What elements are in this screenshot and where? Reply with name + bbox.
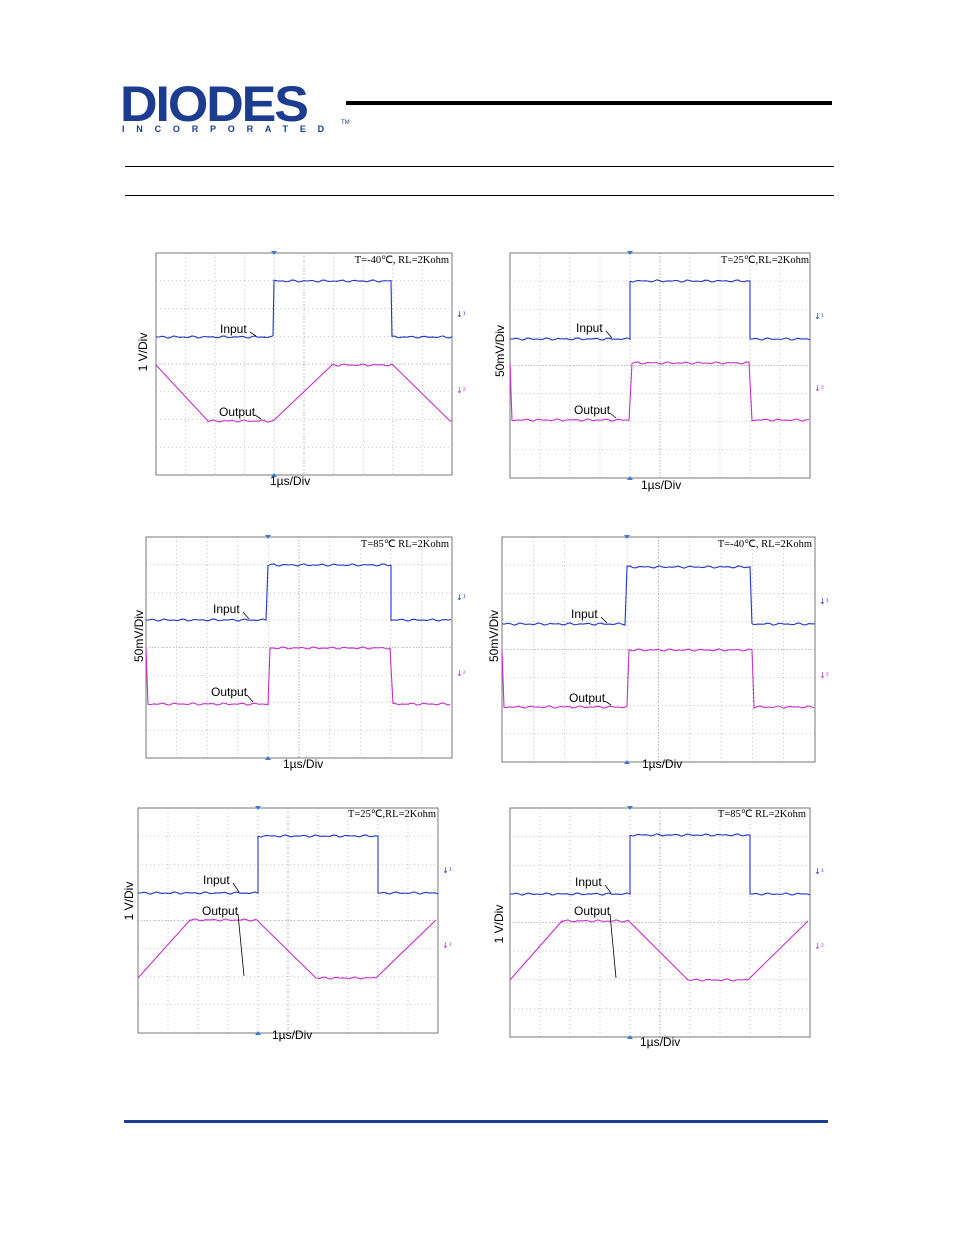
condition-label: T=85℃ RL=2Kohm <box>360 539 449 550</box>
output-label-leader <box>604 700 612 706</box>
condition-label: T=25℃,RL=2Kohm <box>347 809 436 820</box>
output-label: Output <box>574 403 611 417</box>
input-label-leader <box>600 616 608 624</box>
output-label-leader <box>254 414 262 420</box>
output-trace <box>137 918 437 980</box>
header-bar <box>346 101 832 105</box>
channel-1-marker: ↓¹ <box>456 310 466 319</box>
channel-2-marker: ↓² <box>814 942 824 951</box>
trigger-marker-top <box>624 535 630 539</box>
x-axis-label: 1µs/Div <box>272 1028 313 1042</box>
output-trace <box>509 361 810 422</box>
trigger-marker-bottom <box>271 473 277 477</box>
output-trace <box>501 648 815 709</box>
scope-plot: ↓¹ ↓² <box>145 535 466 760</box>
channel-1-marker: ↓¹ <box>819 597 829 606</box>
channel-1-marker: ↓¹ <box>814 312 824 321</box>
channel-2-marker: ↓² <box>814 384 824 393</box>
input-trace <box>510 833 811 896</box>
scope-plot: ↓¹ ↓² <box>501 535 829 764</box>
x-axis-label: 1µs/Div <box>642 757 683 771</box>
x-axis-label: 1µs/Div <box>270 474 311 488</box>
channel-1-marker: ↓¹ <box>456 593 466 602</box>
y-axis-label: 1 V/Div <box>492 904 506 944</box>
condition-label: T=-40℃, RL=2Kohm <box>717 539 812 550</box>
input-label-leader <box>605 330 613 339</box>
input-label-leader <box>242 611 250 620</box>
trigger-marker-top <box>627 251 633 255</box>
input-label-leader <box>232 882 240 893</box>
input-label: Input <box>213 602 240 616</box>
scope-plot: ↓¹ ↓² <box>509 251 824 480</box>
input-trace <box>138 834 439 895</box>
input-label: Input <box>576 321 603 335</box>
input-label: Input <box>571 607 598 621</box>
trigger-marker-top <box>255 806 261 810</box>
logo-trademark: TM <box>341 120 350 126</box>
channel-2-marker: ↓² <box>456 386 466 395</box>
x-axis-label: 1µs/Div <box>640 1035 681 1049</box>
output-label-leader <box>246 694 254 703</box>
trigger-marker-top <box>627 806 633 810</box>
scope-plot: ↓¹ ↓² <box>509 806 824 1039</box>
logo-subtitle: INCORPORATED <box>122 124 336 134</box>
trigger-marker-bottom <box>255 1031 261 1035</box>
input-trace <box>502 565 816 626</box>
output-label-leader <box>237 913 245 977</box>
output-label-leader <box>609 913 617 979</box>
input-label-leader <box>604 884 612 894</box>
output-label: Output <box>569 691 606 705</box>
trigger-marker-top <box>265 535 271 539</box>
x-axis-label: 1µs/Div <box>641 478 682 492</box>
condition-label: T=-40℃, RL=2Kohm <box>354 255 449 266</box>
output-label: Output <box>202 904 239 918</box>
x-axis-label: 1µs/Div <box>283 757 324 771</box>
trigger-marker-bottom <box>265 756 271 760</box>
trigger-marker-bottom <box>627 1035 633 1039</box>
channel-2-marker: ↓² <box>819 671 829 680</box>
channel-1-marker: ↓¹ <box>814 867 824 876</box>
input-label: Input <box>575 875 602 889</box>
channel-2-marker: ↓² <box>442 941 452 950</box>
condition-label: T=25℃,RL=2Kohm <box>720 255 809 266</box>
input-label-leader <box>249 331 257 337</box>
output-label-leader <box>609 412 617 419</box>
output-label: Output <box>211 685 248 699</box>
input-label: Input <box>220 322 247 336</box>
input-trace <box>156 279 453 339</box>
condition-label: T=85℃ RL=2Kohm <box>717 809 806 820</box>
input-label: Input <box>203 873 230 887</box>
trigger-marker-bottom <box>624 760 630 764</box>
channel-2-marker: ↓² <box>456 669 466 678</box>
scope-plot: ↓¹ ↓² <box>155 251 466 477</box>
input-trace <box>146 563 452 622</box>
output-trace <box>145 646 451 706</box>
output-trace <box>155 363 452 423</box>
trigger-marker-bottom <box>627 476 633 480</box>
input-trace <box>510 279 811 341</box>
header-rule-bottom <box>125 195 834 196</box>
diodes-logo: DIODES INCORPORATED TM <box>120 76 352 140</box>
scope-plot: ↓¹ ↓² <box>137 806 452 1035</box>
output-label: Output <box>219 405 256 419</box>
output-trace <box>509 919 809 982</box>
trigger-marker-top <box>271 251 277 255</box>
output-label: Output <box>574 904 611 918</box>
footer-bar <box>124 1120 828 1123</box>
header-rule-top <box>125 166 834 167</box>
logo-wordmark: DIODES <box>120 76 309 132</box>
channel-1-marker: ↓¹ <box>442 866 452 875</box>
